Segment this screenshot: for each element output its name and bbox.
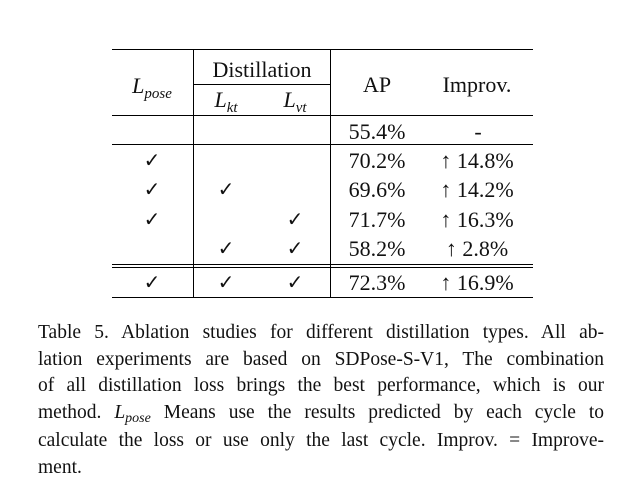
distillation-underline [193, 84, 330, 85]
header-lkt: Lkt [214, 87, 238, 116]
row6-lkt-check: ✓ [217, 270, 235, 294]
header-bottom-rule [112, 115, 533, 116]
row6-lpose-check: ✓ [143, 270, 161, 294]
row5-bottom-rule-b [112, 267, 533, 268]
row6-lvt-check: ✓ [286, 270, 304, 294]
row6-improv: ↑ 16.9% [440, 270, 514, 295]
row4-lpose-check: ✓ [143, 207, 161, 231]
row1-ap: 55.4% [348, 119, 406, 144]
row5-improv: ↑ 2.8% [445, 236, 509, 261]
col-divider-right [330, 49, 331, 297]
row5-lvt-check: ✓ [286, 236, 304, 260]
table-bottom-rule [112, 297, 533, 298]
caption-line-3: of all distillation loss brings the best… [38, 375, 604, 396]
row3-improv: ↑ 14.2% [440, 177, 514, 202]
row4-lvt-check: ✓ [286, 207, 304, 231]
caption-line-6: ment. [38, 456, 82, 478]
header-lvt: Lvt [283, 87, 307, 116]
caption-line-2: lation experiments are based on SDPose-S… [38, 348, 604, 370]
table-top-rule [112, 49, 533, 50]
caption-line-1: Table 5. Ablation studies for different … [38, 322, 604, 343]
row5-ap: 58.2% [348, 236, 406, 261]
caption-line-4: method. Lpose Means use the results pred… [38, 401, 605, 426]
row1-improv: - [474, 119, 482, 144]
header-lpose: Lpose [132, 73, 172, 102]
row4-ap: 71.7% [348, 207, 406, 232]
row4-improv: ↑ 16.3% [440, 207, 514, 232]
table-caption: Table 5. Ablation studies for different … [38, 320, 604, 481]
row3-lpose-check: ✓ [143, 177, 161, 201]
caption-line-5: calculate the loss or use only the last … [38, 430, 604, 451]
header-ap: AP [362, 72, 392, 97]
row2-improv: ↑ 14.8% [440, 148, 514, 173]
row2-ap: 70.2% [348, 148, 406, 173]
row6-ap: 72.3% [348, 270, 406, 295]
row3-lkt-check: ✓ [217, 177, 235, 201]
row1-bottom-rule [112, 144, 533, 145]
row5-lkt-check: ✓ [217, 236, 235, 260]
row5-bottom-rule-a [112, 264, 533, 265]
row3-ap: 69.6% [348, 177, 406, 202]
header-improv: Improv. [442, 72, 512, 97]
header-distillation: Distillation [212, 57, 312, 82]
row2-lpose-check: ✓ [143, 148, 161, 172]
col-divider-left [193, 49, 194, 297]
